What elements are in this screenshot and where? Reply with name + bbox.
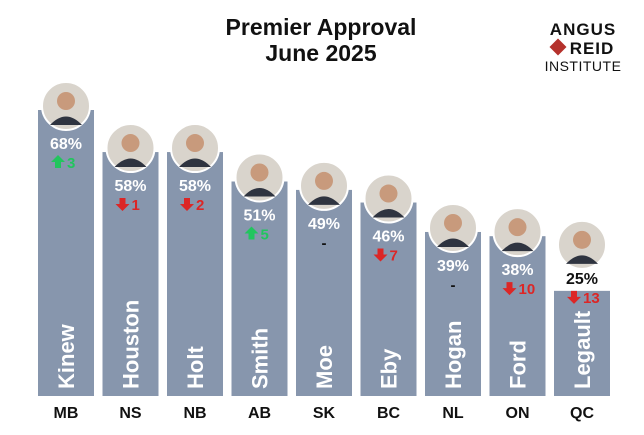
x-tick-label-bc: BC [377, 405, 401, 422]
photo-body [437, 238, 469, 247]
logo-line-3: INSTITUTE [544, 58, 622, 74]
premier-name-on: Ford [506, 340, 531, 389]
arrow-up-icon-mb [51, 155, 65, 168]
arrow-down-icon-ns [115, 198, 130, 212]
photo-body [50, 116, 82, 125]
premier-photo-mb [41, 81, 91, 131]
arrow-down-icon-on [502, 282, 517, 296]
value-label-ns: 58% [114, 178, 146, 195]
value-label-nb: 58% [179, 178, 211, 195]
photo-head [379, 184, 398, 203]
value-label-on: 38% [501, 262, 533, 279]
value-label-mb: 68% [50, 136, 82, 153]
photo-head [57, 92, 75, 110]
bar-sk [296, 189, 352, 396]
change-label-qc: 13 [583, 290, 600, 307]
change-label-sk: - [322, 235, 327, 252]
photo-head [250, 163, 269, 182]
photo-head [573, 230, 591, 249]
arrow-down-icon-nb [180, 198, 194, 212]
value-label-nl: 39% [437, 258, 469, 275]
x-tick-label-mb: MB [54, 405, 79, 422]
arrow-down-icon-bc [373, 248, 388, 262]
premier-photo-nb [170, 123, 220, 174]
bar-mb [38, 110, 94, 396]
bar-qc [554, 290, 610, 396]
premier-name-nb: Holt [183, 346, 208, 389]
angus-reid-logo: ANGUS REID INSTITUTE [533, 20, 633, 74]
change-label-bc: 7 [390, 248, 398, 265]
x-tick-label-nl: NL [442, 405, 464, 422]
premier-name-ab: Smith [248, 328, 273, 389]
chart-title-block: Premier Approval June 2025 [190, 14, 452, 66]
change-label-ab: 5 [261, 227, 269, 244]
value-label-sk: 49% [308, 216, 340, 233]
photo-body [179, 158, 211, 168]
premier-name-ns: Houston [119, 300, 144, 389]
change-label-nb: 2 [196, 197, 204, 214]
bar-on [489, 236, 546, 396]
x-tick-label-sk: SK [313, 405, 336, 422]
premier-name-nl: Hogan [441, 321, 466, 389]
premier-name-qc: Legault [570, 310, 595, 389]
photo-head [121, 134, 140, 153]
premier-name-bc: Eby [377, 348, 402, 389]
photo-head [315, 171, 333, 190]
x-tick-label-ns: NS [119, 405, 142, 422]
photo-body [243, 188, 276, 197]
bar-ns [102, 152, 159, 396]
arrow-up-icon-ab [244, 226, 259, 240]
photo-head [186, 134, 204, 153]
premier-photo-ns [105, 123, 156, 174]
x-tick-label-nb: NB [183, 405, 206, 422]
logo-line-2: REID [569, 39, 615, 58]
chart-subtitle: June 2025 [265, 40, 377, 66]
value-label-bc: 46% [372, 229, 404, 246]
photo-body [501, 242, 534, 252]
premier-photo-ab [234, 152, 285, 203]
premier-name-sk: Moe [312, 345, 337, 389]
logo-line-1: ANGUS [549, 20, 617, 39]
bar-nl [425, 231, 481, 396]
photo-body [308, 196, 340, 205]
bar-ab [231, 181, 288, 396]
bar-bc [360, 202, 417, 396]
change-label-mb: 3 [67, 155, 75, 172]
photo-head [508, 218, 527, 237]
x-tick-label-on: ON [506, 405, 530, 422]
premier-name-mb: Kinew [54, 323, 79, 389]
value-label-qc: 25% [566, 271, 598, 288]
x-tick-label-ab: AB [248, 405, 271, 422]
value-label-ab: 51% [243, 208, 275, 225]
premier-photo-bc [363, 173, 414, 224]
x-tick-label-qc: QC [570, 405, 594, 422]
bar-nb [167, 152, 223, 396]
change-label-nl: - [451, 277, 456, 294]
photo-body [566, 255, 598, 264]
premier-photo-nl [428, 202, 478, 253]
change-label-ns: 1 [132, 197, 140, 214]
photo-body [372, 209, 405, 218]
premier-photo-qc [557, 219, 607, 270]
arrow-down-icon-qc [567, 290, 581, 304]
premier-photo-on [492, 207, 543, 258]
change-label-on: 10 [519, 281, 536, 298]
photo-head [444, 213, 462, 232]
chart-title: Premier Approval [225, 14, 417, 40]
photo-body [114, 158, 147, 168]
premier-photo-sk [299, 160, 349, 211]
